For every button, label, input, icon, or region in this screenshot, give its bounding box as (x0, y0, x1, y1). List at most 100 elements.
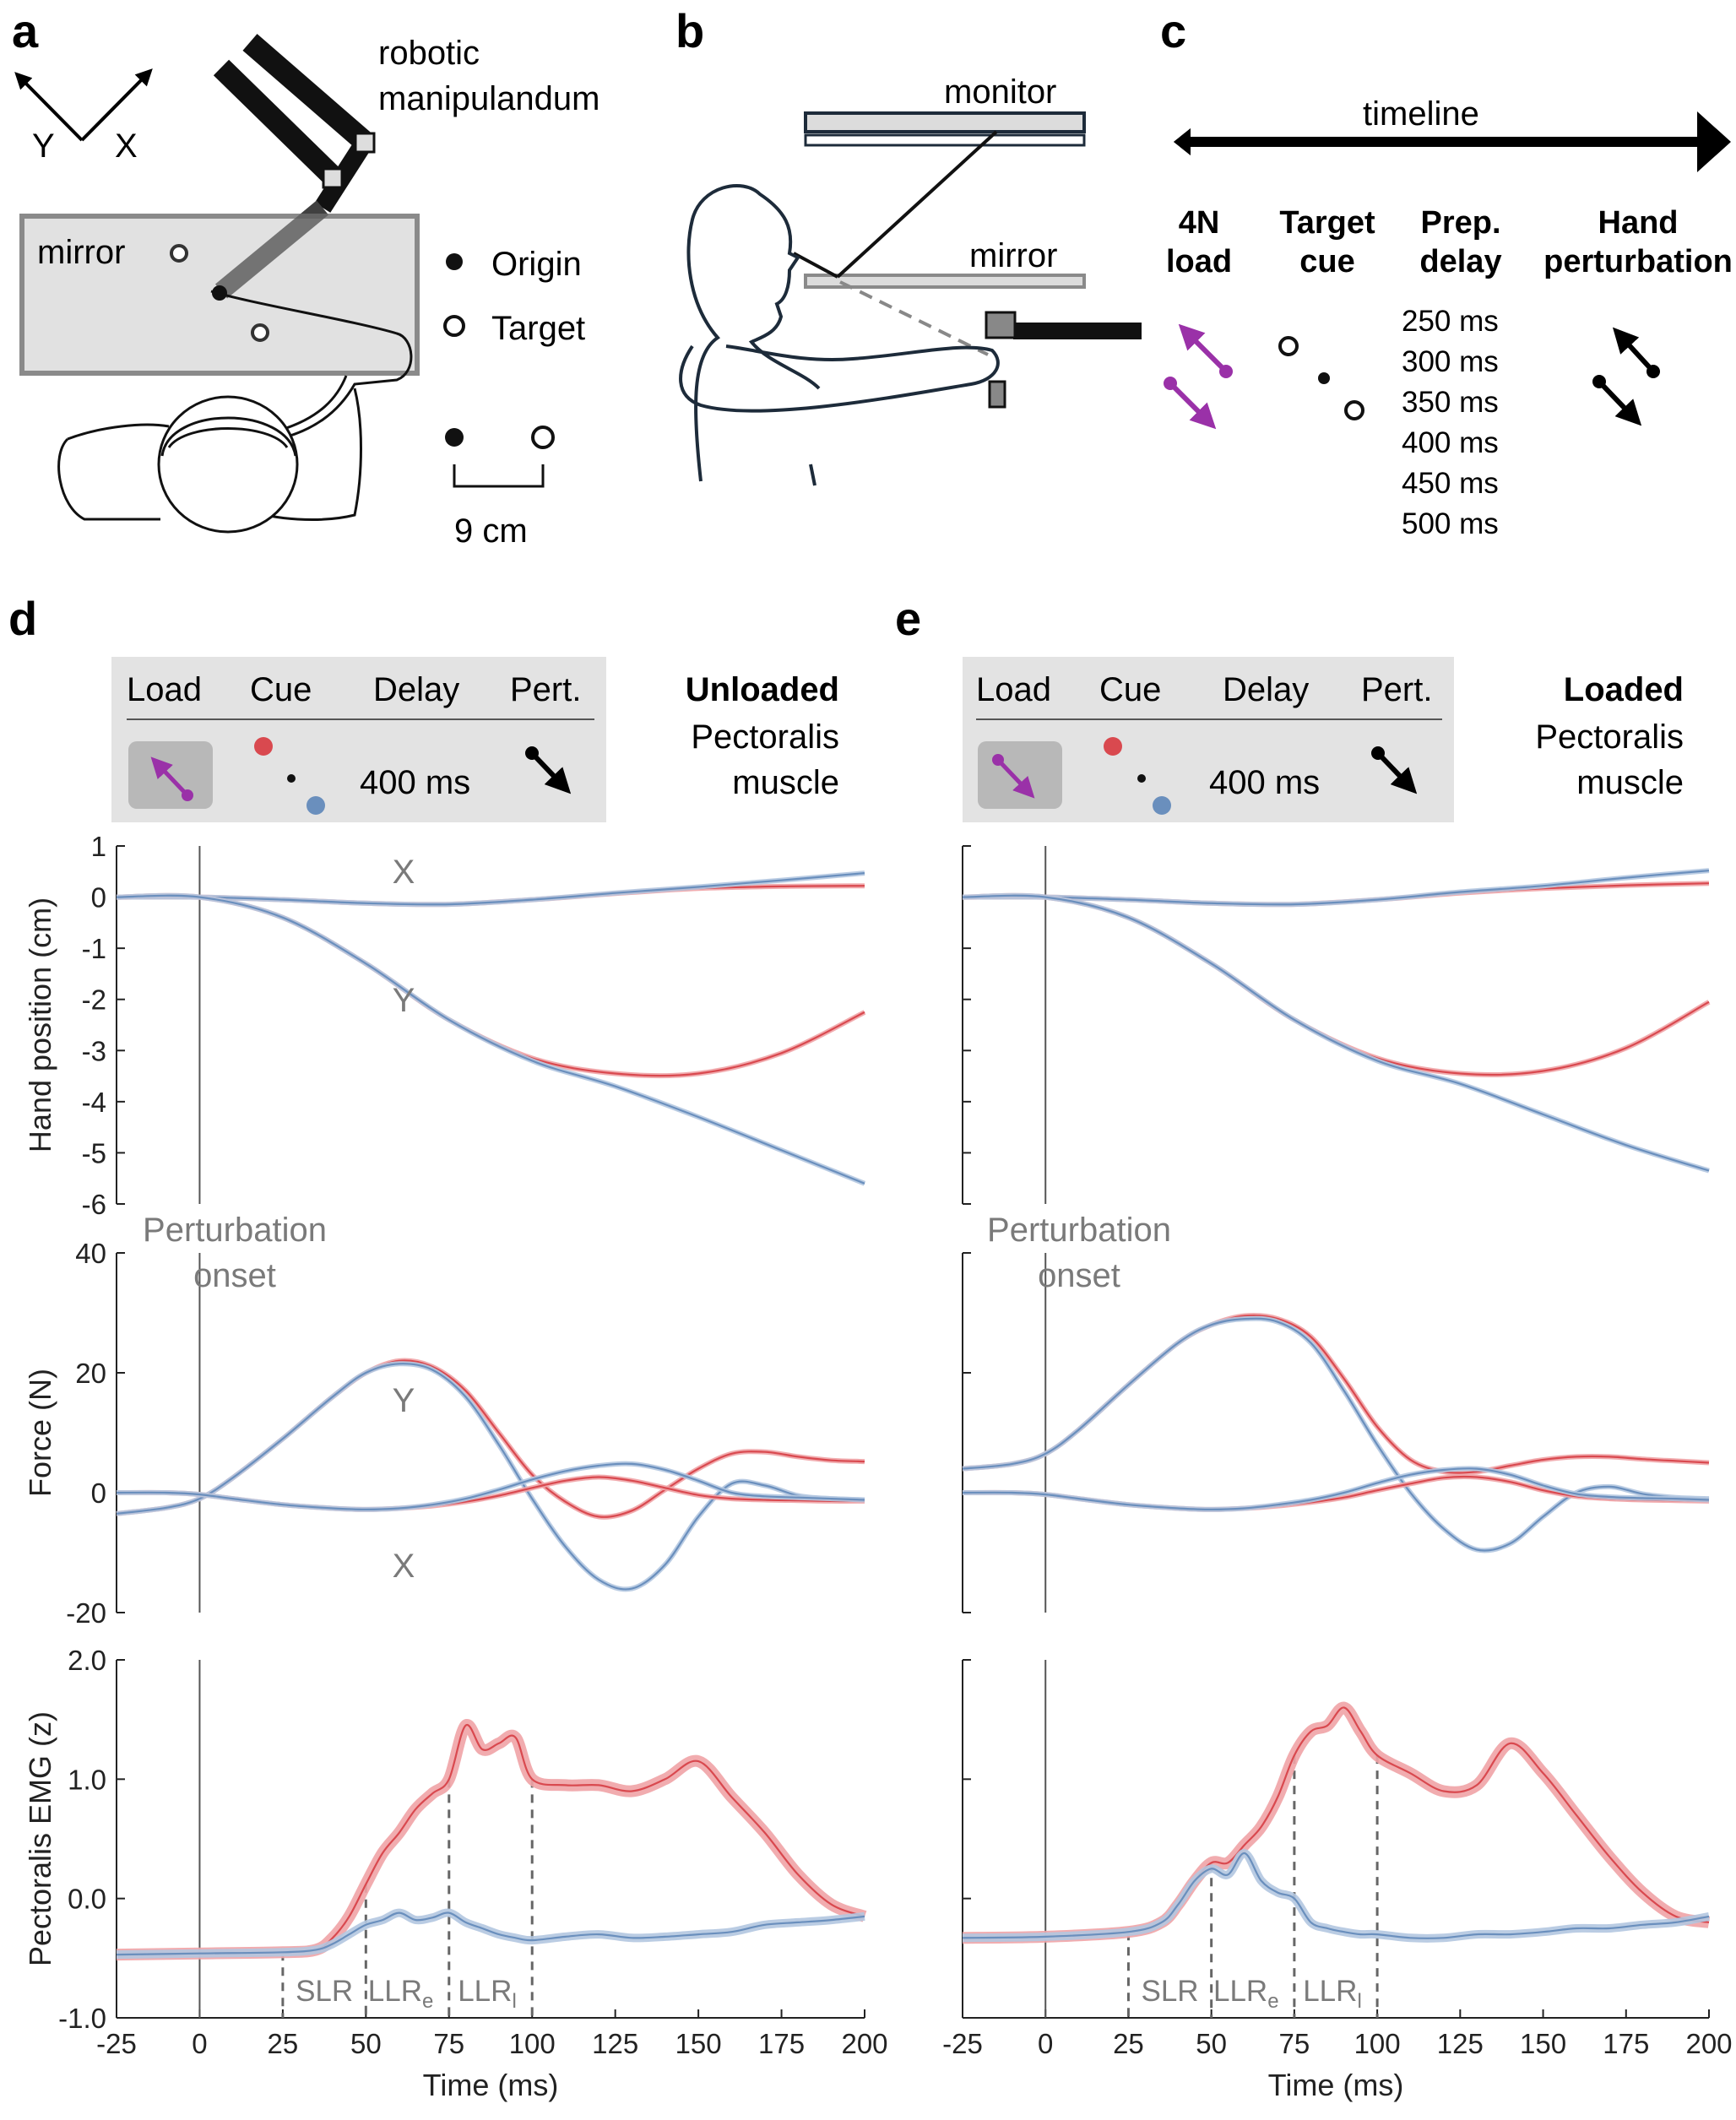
x-axis-label: Time (ms) (1268, 2068, 1404, 2102)
header-load: Load (127, 671, 202, 708)
col-load-line1: 4N (1179, 205, 1220, 241)
delay-value-e: 400 ms (1209, 764, 1320, 801)
load-arrows-icon (1164, 323, 1233, 430)
y-tick-label: 0 (91, 882, 106, 914)
delay-250: 250 ms (1402, 305, 1499, 338)
col-delay-line2: delay (1419, 244, 1501, 279)
series-line-blue (116, 872, 865, 906)
y-tick-label: -1.0 (58, 2003, 106, 2034)
y-tick-label: -20 (66, 1597, 106, 1629)
cue-dots-icon (254, 737, 325, 815)
delay-300: 300 ms (1402, 345, 1499, 378)
header-pert: Pert. (1361, 671, 1432, 708)
header-load: Load (976, 671, 1051, 708)
robot-label-line1: robotic (378, 35, 480, 72)
y-tick-label: 40 (75, 1238, 106, 1269)
series-band (116, 892, 866, 1186)
series-line-blue (116, 1911, 865, 1956)
perturbation-onset-line2: onset (193, 1257, 276, 1294)
x-tick-label: 0 (192, 2028, 207, 2059)
series-line-blue (962, 870, 1710, 906)
condition-rest-d-2: muscle (732, 764, 839, 801)
y-tick-label: 2.0 (68, 1645, 106, 1676)
col-delay-line1: Prep. (1420, 205, 1500, 241)
x-tick-label: 50 (350, 2028, 382, 2059)
y-tick-label: 0.0 (68, 1884, 106, 1915)
series-line-blue (962, 1852, 1710, 1939)
header-delay: Delay (373, 671, 459, 708)
y-tick-label: 1 (91, 831, 106, 862)
x-tick-label: 125 (592, 2028, 638, 2059)
y-tick-label: 20 (75, 1358, 106, 1389)
condition-bold-e: Loaded (1564, 671, 1684, 708)
series-line-red (116, 1723, 865, 1956)
series-line-red (962, 1314, 1710, 1474)
person-side-view-icon (679, 184, 1000, 486)
y-tick-label: -2 (82, 984, 106, 1016)
y-tick-label: -3 (82, 1035, 106, 1066)
delay-400: 400 ms (1402, 426, 1499, 459)
series-band (116, 1719, 867, 1961)
condition-rest-d-1: Pectoralis (691, 718, 839, 756)
x-tick-label: 25 (268, 2028, 299, 2059)
load-arrow-icon (150, 756, 193, 801)
x-tick-label: 100 (1354, 2028, 1401, 2059)
panel-b-label: b (675, 4, 704, 57)
curve-x-label: X (393, 854, 415, 891)
y-axis-label: Force (N) (23, 1369, 57, 1497)
delay-value-d: 400 ms (360, 764, 470, 801)
llr-e-label: LLRe (1213, 1975, 1279, 2013)
y-tick-label: -4 (82, 1087, 106, 1118)
col-pert-line1: Hand (1598, 205, 1679, 241)
llr-l-subscript: l (512, 1990, 516, 2013)
target-circle (170, 244, 188, 263)
series-line-blue (116, 1462, 865, 1510)
scale-label: 9 cm (454, 512, 528, 550)
panel-d-header: d Load Cue Delay Pert. 400 ms Unloaded P… (8, 592, 839, 822)
panel-a-label: a (12, 4, 39, 57)
mirror-icon (804, 274, 1086, 289)
chart-e-0 (962, 845, 1711, 1205)
x-tick-label: 175 (1603, 2028, 1649, 2059)
series-band (962, 892, 1711, 1078)
x-tick-label: 200 (841, 2028, 887, 2059)
monitor-icon (804, 111, 1086, 133)
llr-l-subscript: l (1357, 1990, 1361, 2013)
header-cue: Cue (250, 671, 312, 708)
y-tick-label: -6 (82, 1189, 106, 1220)
x-tick-label: 150 (675, 2028, 722, 2059)
delay-500: 500 ms (1402, 507, 1499, 540)
llr-e-subscript: e (1267, 1990, 1278, 2013)
timeline-label: timeline (1363, 95, 1479, 133)
load-cell-e (978, 741, 1062, 809)
axis-x-label: X (115, 127, 138, 165)
x-tick-label: 0 (1038, 2028, 1053, 2059)
series-line-blue (116, 894, 865, 1185)
header-pert: Pert. (510, 671, 581, 708)
target-circle (251, 323, 269, 342)
series-band (962, 1849, 1710, 1943)
x-tick-label: 200 (1685, 2028, 1732, 2059)
series-band (116, 1461, 865, 1512)
series-line-blue (116, 1363, 865, 1591)
perturbation-onset-line1: Perturbation (143, 1212, 327, 1249)
chart-d-2: 2.0 1.0 0.0 -1.0 Pectoralis EMG (z) -25 0 25 50 7… (23, 1645, 888, 2102)
axis-y-label: Y (32, 127, 55, 165)
col-load-line2: load (1166, 244, 1232, 279)
header-cue: Cue (1099, 671, 1161, 708)
llr-e-subscript: e (422, 1990, 433, 2013)
legend-target-label: Target (491, 310, 585, 347)
panel-a: a Y X robotic manipulandum mirror (12, 4, 599, 550)
col-cue-line2: cue (1299, 244, 1354, 279)
condition-rest-e-2: muscle (1576, 764, 1684, 801)
llr-l-label: LLRl (458, 1975, 517, 2013)
panel-e-header: e Load Cue Delay Pert. 400 ms Loaded Pec… (895, 592, 1684, 822)
x-tick-label: 50 (1196, 2028, 1227, 2059)
x-axis-label: Time (ms) (423, 2068, 559, 2102)
legend-origin-label: Origin (491, 246, 582, 283)
y-tick-label: -1 (82, 933, 106, 964)
y-tick-label: -5 (82, 1137, 106, 1168)
delay-450: 450 ms (1402, 467, 1499, 500)
